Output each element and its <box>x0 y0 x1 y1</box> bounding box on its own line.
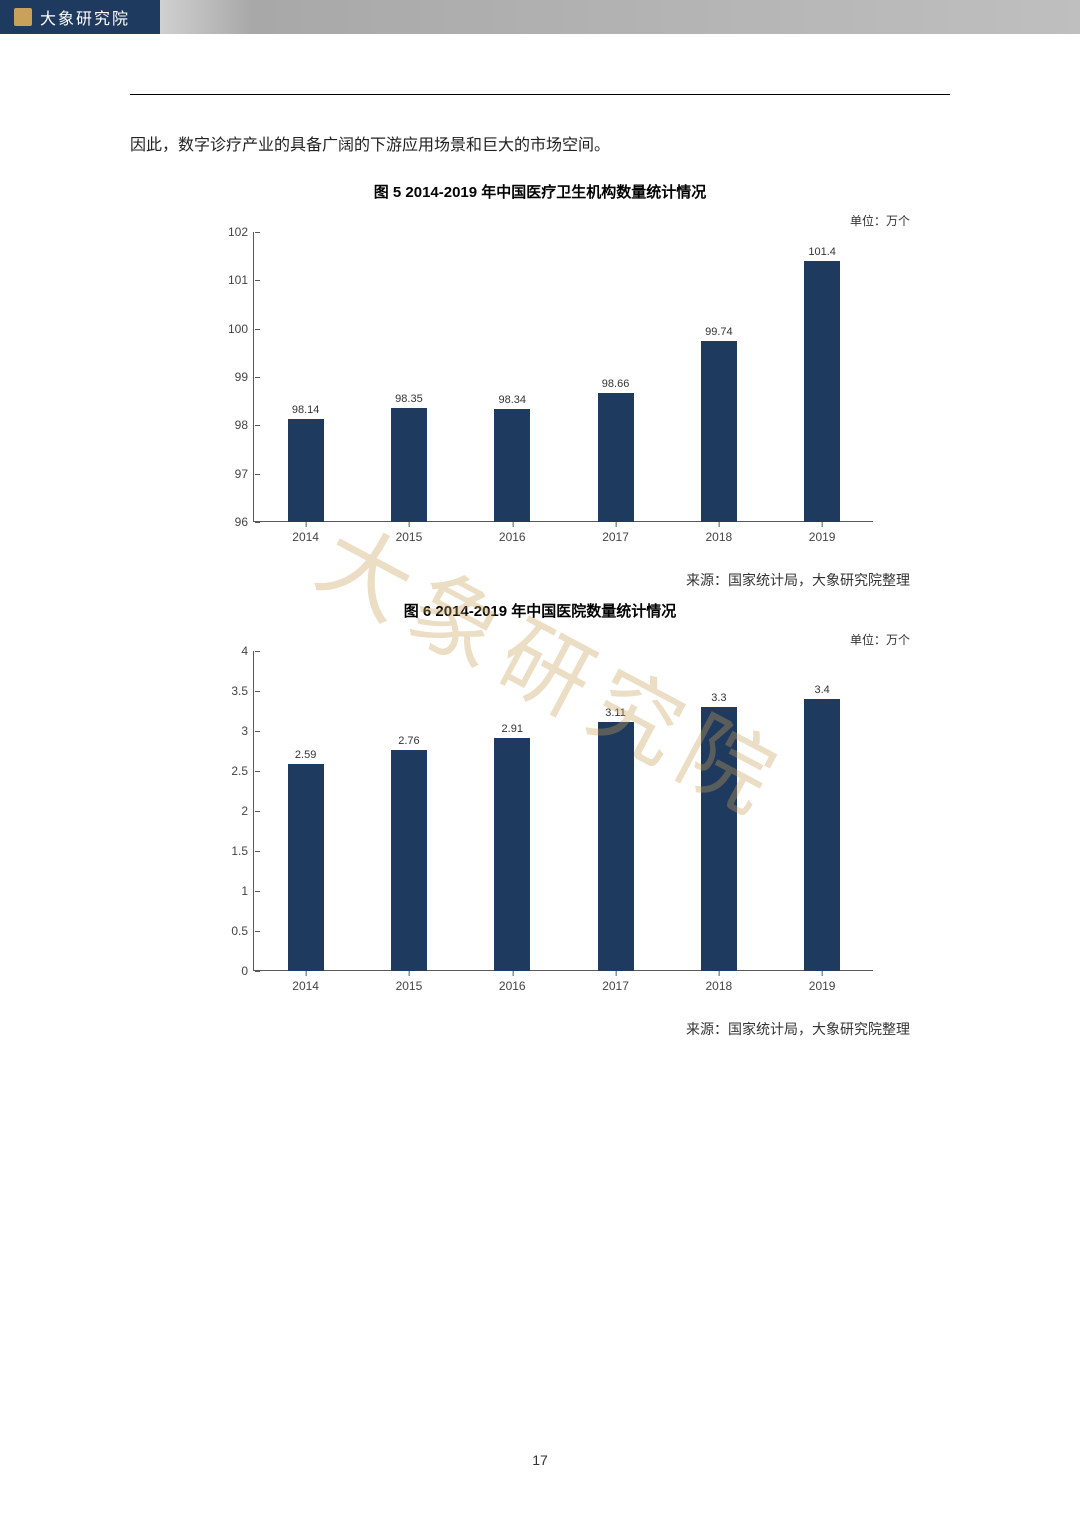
brand-text: 大象研究院 <box>40 5 130 29</box>
y-tick: 1.5 <box>214 844 254 858</box>
x-tick: 2018 <box>705 522 732 544</box>
bar: 99.74 <box>701 341 737 522</box>
topbar: 大象研究院 <box>0 0 1080 34</box>
topbar-gradient <box>160 0 1080 34</box>
intro-text: 因此，数字诊疗产业的具备广阔的下游应用场景和巨大的市场空间。 <box>130 131 950 155</box>
bar-label: 3.4 <box>814 684 829 699</box>
bar-label: 3.11 <box>605 707 626 722</box>
chart6-source: 来源：国家统计局，大象研究院整理 <box>130 1019 910 1039</box>
chart5-title: 图 5 2014-2019 年中国医疗卫生机构数量统计情况 <box>130 181 950 202</box>
bar-label: 98.14 <box>292 404 320 419</box>
y-tick: 3.5 <box>214 684 254 698</box>
chart5: 96979899100101102201498.14201598.3520169… <box>197 208 883 552</box>
y-tick: 0 <box>214 964 254 978</box>
y-tick: 0.5 <box>214 924 254 938</box>
y-tick: 2.5 <box>214 764 254 778</box>
bar: 2.91 <box>494 738 530 971</box>
bar-label: 98.34 <box>498 394 526 409</box>
x-tick: 2017 <box>602 971 629 993</box>
content: 因此，数字诊疗产业的具备广阔的下游应用场景和巨大的市场空间。 图 5 2014-… <box>0 34 1080 1039</box>
bar: 98.34 <box>494 409 530 522</box>
bar: 3.3 <box>701 707 737 971</box>
y-tick: 3 <box>214 724 254 738</box>
bar-label: 99.74 <box>705 326 733 341</box>
chart6: 00.511.522.533.5420142.5920152.7620162.9… <box>197 627 883 1001</box>
x-tick: 2019 <box>809 522 836 544</box>
page-number: 17 <box>0 1452 1080 1468</box>
chart6-title: 图 6 2014-2019 年中国医院数量统计情况 <box>130 600 950 621</box>
x-tick: 2014 <box>292 522 319 544</box>
bar: 3.4 <box>804 699 840 971</box>
y-tick: 96 <box>214 515 254 529</box>
logo-icon <box>14 8 32 26</box>
bar: 98.66 <box>598 393 634 522</box>
y-tick: 100 <box>214 322 254 336</box>
bar: 101.4 <box>804 261 840 522</box>
y-tick: 101 <box>214 273 254 287</box>
y-tick: 1 <box>214 884 254 898</box>
bar-label: 2.91 <box>502 723 523 738</box>
y-tick: 2 <box>214 804 254 818</box>
chart6-wrap: 单位：万个 00.511.522.533.5420142.5920152.762… <box>130 627 950 1001</box>
y-tick: 4 <box>214 644 254 658</box>
x-tick: 2016 <box>499 522 526 544</box>
bar: 3.11 <box>598 722 634 971</box>
bar-label: 2.76 <box>398 735 419 750</box>
plot-area: 00.511.522.533.5420142.5920152.7620162.9… <box>253 651 873 971</box>
bar-label: 2.59 <box>295 749 316 764</box>
brand-badge: 大象研究院 <box>0 0 160 34</box>
y-tick: 98 <box>214 418 254 432</box>
chart5-wrap: 单位：万个 96979899100101102201498.14201598.3… <box>130 208 950 552</box>
y-tick: 102 <box>214 225 254 239</box>
chart5-source: 来源：国家统计局，大象研究院整理 <box>130 570 910 590</box>
bar-label: 3.3 <box>711 692 726 707</box>
x-tick: 2014 <box>292 971 319 993</box>
x-tick: 2015 <box>396 522 423 544</box>
bar: 2.76 <box>391 750 427 971</box>
y-tick: 97 <box>214 467 254 481</box>
x-tick: 2017 <box>602 522 629 544</box>
x-tick: 2015 <box>396 971 423 993</box>
horizontal-rule <box>130 94 950 95</box>
bar: 98.35 <box>391 408 427 522</box>
bar-label: 98.66 <box>602 378 630 393</box>
bar-label: 101.4 <box>808 246 836 261</box>
bar-label: 98.35 <box>395 393 423 408</box>
x-tick: 2019 <box>809 971 836 993</box>
y-tick: 99 <box>214 370 254 384</box>
x-tick: 2016 <box>499 971 526 993</box>
bar: 2.59 <box>288 764 324 971</box>
x-tick: 2018 <box>705 971 732 993</box>
bar: 98.14 <box>288 419 324 522</box>
page: 大象研究院 因此，数字诊疗产业的具备广阔的下游应用场景和巨大的市场空间。 图 5… <box>0 0 1080 1528</box>
plot-area: 96979899100101102201498.14201598.3520169… <box>253 232 873 522</box>
